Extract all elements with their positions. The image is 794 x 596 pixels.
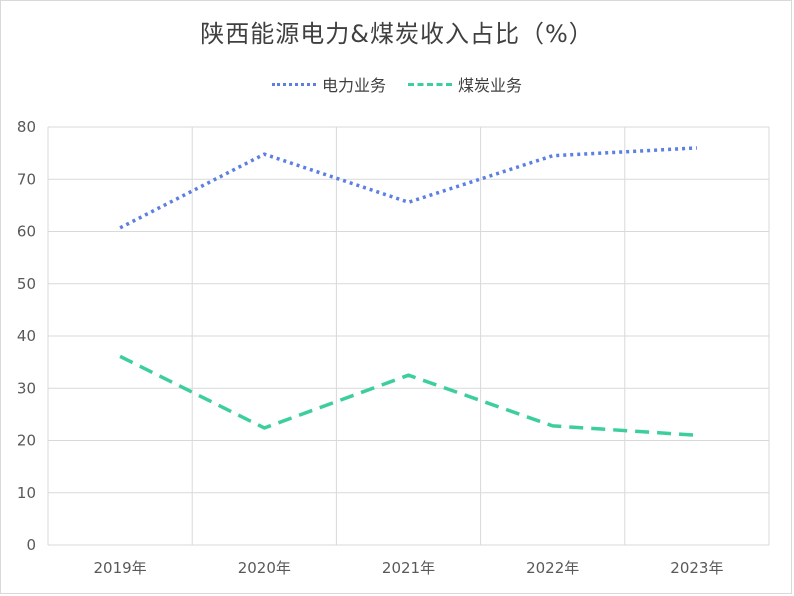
x-tick-label: 2023年 <box>670 559 723 577</box>
legend: 电力业务 煤炭业务 <box>0 72 794 96</box>
x-tick-label: 2021年 <box>382 559 435 577</box>
y-tick-label: 0 <box>26 536 36 554</box>
y-tick-label: 40 <box>17 327 36 345</box>
legend-label-power: 电力业务 <box>321 76 386 95</box>
legend-item-coal: 煤炭业务 <box>408 72 522 96</box>
chart-title: 陕西能源电力&煤炭收入占比（%） <box>200 20 594 48</box>
legend-swatch-coal <box>408 82 452 86</box>
legend-swatch-power <box>271 82 316 86</box>
x-tick-label: 2019年 <box>94 559 147 577</box>
y-tick-label: 80 <box>17 118 36 136</box>
y-tick-label: 70 <box>17 170 36 188</box>
legend-label-coal: 煤炭业务 <box>458 76 523 95</box>
y-tick-label: 50 <box>17 275 36 293</box>
y-tick-label: 60 <box>17 223 36 241</box>
legend-item-power: 电力业务 <box>271 72 386 96</box>
series-line-0 <box>119 146 697 230</box>
y-tick-label: 30 <box>17 379 36 397</box>
y-tick-label: 20 <box>17 432 36 450</box>
x-tick-label: 2020年 <box>238 559 291 577</box>
y-tick-label: 10 <box>17 484 36 502</box>
series-line-1 <box>119 354 698 438</box>
x-tick-label: 2022年 <box>526 559 579 577</box>
